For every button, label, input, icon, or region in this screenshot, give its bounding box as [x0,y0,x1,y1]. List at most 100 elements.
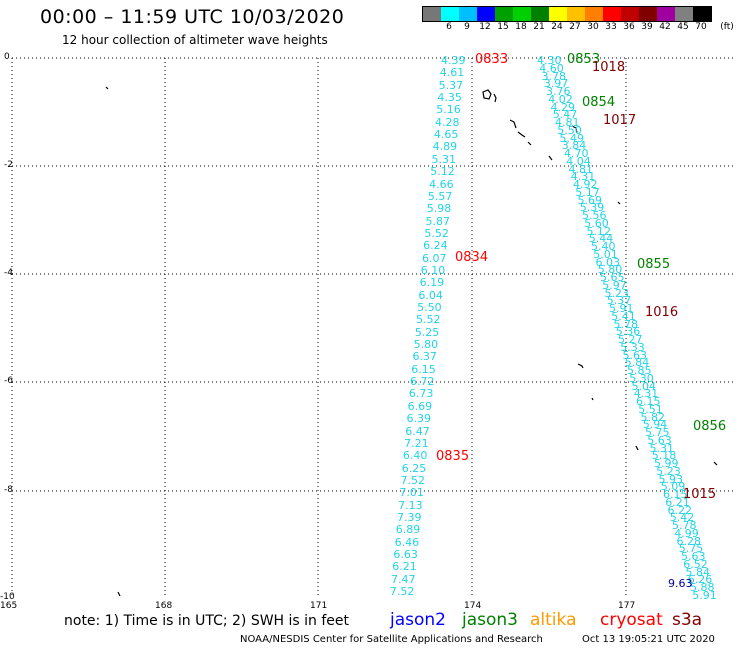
wave-height-value: 5.60 [584,216,609,230]
lat-tick-label: -10 [0,592,15,602]
wave-height-value: 5.41 [611,309,636,323]
wave-height-value: 5.75 [645,426,670,439]
wave-height-value: 4.99 [674,526,699,540]
wave-height-value: 6.25 [401,461,427,475]
wave-height-value: 5.65 [600,271,625,284]
color-scale-bar [422,6,712,22]
color-swatch [441,7,459,21]
wave-height-value: 6.21 [392,560,417,574]
color-scale-labels: 6 9 12 15 18 21 24 27 30 33 36 39 42 45 70 (ft) [422,22,740,34]
wave-height-value: 6.15 [663,488,688,501]
color-scale-label: 30 [587,22,599,32]
wave-height-value: 7.13 [398,498,423,512]
wave-height-value: 5.78 [672,519,697,532]
wave-height-value: 5.56 [582,209,607,222]
wave-height-value: 6.15 [411,362,436,376]
wave-height-value: 5.47 [552,108,578,122]
lon-tick-label: 168 [155,601,173,611]
lat-tick-label: 0 [4,52,10,62]
color-swatch [693,7,711,21]
wave-height-value: 4.61 [439,66,465,80]
color-scale-label: 18 [515,22,527,32]
pass-time-label: 1016 [645,305,679,320]
wave-height-value: 6.21 [665,495,690,509]
wave-height-value: 5.85 [627,364,652,377]
wave-height-value: 5.36 [615,325,641,339]
wave-height-value: 7.39 [396,510,422,524]
wave-height-value: 6.46 [394,535,420,549]
lon-tick-label: 177 [618,601,636,611]
legend-jason2: jason2 [390,610,446,630]
island [548,155,553,161]
wave-height-value: 5.49 [559,131,585,145]
lat-tick-label: -2 [4,160,13,170]
wave-height-value: 7.52 [400,473,426,487]
color-scale-label: 12 [479,22,491,32]
color-swatch [549,7,567,21]
color-swatch [621,7,639,21]
color-swatch [603,7,621,21]
wave-height-value: 5.91 [609,302,634,315]
wave-height-value: 4.70 [564,147,589,160]
wave-height-value: 6.15 [636,395,661,408]
wave-height-value: 5.88 [690,581,715,594]
color-scale-label: 27 [569,22,581,32]
islands [105,86,718,597]
wave-height-value: 5.42 [669,511,695,525]
wave-height-value: 5.51 [638,402,663,416]
wave-height-value: 5.84 [624,356,650,370]
legend-s3a: s3a [672,610,703,630]
wave-height-value: 6.40 [402,449,428,463]
wave-height-value: 7.01 [399,486,424,500]
wave-height-value: 6.24 [423,239,448,253]
legend-jason3: jason3 [462,610,518,630]
wave-height-value: 6.47 [405,424,430,438]
wave-height-value: 4.39 [441,54,466,67]
pass-time-label: 0854 [582,95,616,110]
color-swatch [657,7,675,21]
color-scale-unit: (ft) [720,22,734,32]
wave-height-value: 5.04 [631,379,657,393]
wave-height-value: 6.52 [683,557,708,571]
wave-height-value: 4.66 [429,177,454,191]
wave-height-value: 4.04 [566,154,591,168]
wave-height-value: 6.37 [412,350,437,364]
wave-height-value: 5.52 [424,226,449,240]
wave-height-value: 4.92 [573,178,598,191]
wave-height-value: 4.65 [433,128,459,142]
wave-height-value: 4.02 [548,92,573,106]
island [509,119,517,129]
wave-height-value: 6.39 [406,412,431,426]
wave-height-value: 6.10 [420,263,446,277]
color-scale-label: 24 [551,22,563,32]
lon-tick-label: 165 [0,601,18,611]
pass-time-label: 0834 [455,250,489,265]
color-scale-label: 15 [497,22,509,32]
pass-time-label: 1015 [683,487,717,502]
wave-height-value: 6.03 [595,255,621,269]
map-grid [11,57,735,598]
wave-height-value: 4.81 [568,162,594,176]
wave-height-value: 5.91 [692,588,717,602]
wave-height-value: 5.33 [620,340,645,354]
wave-height-value: 5.16 [436,103,461,117]
wave-height-value: 5.31 [431,152,456,166]
legend-cryosat: cryosat [600,610,663,630]
wave-height-value: 3.97 [543,77,569,91]
color-scale-label: 42 [659,22,671,32]
wave-height-value: 5.84 [685,565,711,579]
color-scale-label: 9 [464,22,470,32]
wave-height-value: 5.82 [640,410,666,424]
color-scale-label: 33 [605,22,617,32]
pass-time-label: 1018 [592,60,626,75]
wave-height-value: 6.28 [676,534,702,548]
color-scale-label: 21 [533,22,545,32]
color-swatch [477,7,495,21]
credit-text: NOAA/NESDIS Center for Satellite Applica… [240,634,543,645]
island [482,89,492,100]
wave-height-value: 5.44 [588,232,614,246]
wave-height-value: 7.21 [404,436,429,450]
wave-height-value: 7.52 [389,585,415,599]
island [527,141,532,146]
wave-height-value: 6.19 [419,276,445,290]
